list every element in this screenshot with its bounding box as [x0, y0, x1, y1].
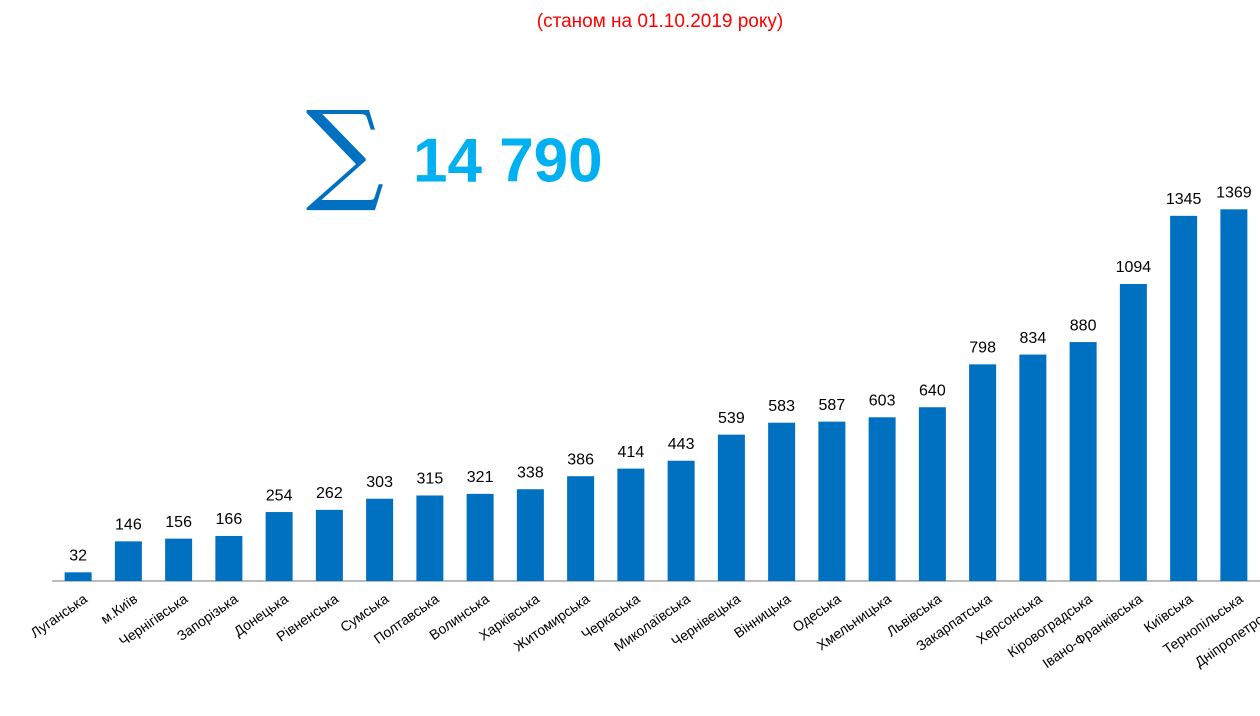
bar	[768, 422, 796, 581]
sigma-symbol: ∑	[306, 87, 385, 215]
x-tick-label: Вінницька	[731, 590, 794, 641]
bar	[64, 572, 92, 581]
bar	[1069, 342, 1097, 581]
value-label: 1094	[1116, 259, 1152, 276]
value-label: 303	[366, 474, 393, 491]
bar	[1119, 283, 1147, 581]
bar	[969, 364, 997, 581]
bar	[918, 407, 946, 581]
total-annotation: 14 790	[413, 126, 603, 195]
x-tick-label: м.Київ	[98, 590, 141, 627]
value-label: 603	[869, 393, 896, 410]
bar	[265, 512, 293, 581]
value-label: 254	[266, 487, 293, 504]
bar	[416, 495, 444, 581]
bar	[617, 468, 645, 581]
value-label: 166	[216, 511, 243, 528]
value-label: 262	[316, 485, 343, 502]
value-label: 1369	[1216, 185, 1252, 202]
value-label: 798	[969, 340, 996, 357]
bar	[717, 434, 745, 581]
value-label: 386	[567, 451, 594, 468]
value-label: 321	[467, 469, 494, 486]
value-label: 880	[1070, 317, 1097, 334]
bar	[366, 498, 394, 581]
value-label: 443	[668, 436, 695, 453]
x-tick-label: Луганська	[27, 590, 90, 641]
bar	[466, 493, 494, 581]
bar	[667, 460, 695, 581]
value-label: 539	[718, 410, 745, 427]
bar	[1019, 354, 1047, 581]
bar	[114, 541, 142, 581]
value-label: 640	[919, 382, 946, 399]
value-label: 315	[417, 471, 444, 488]
chart-subtitle: (станом на 01.10.2019 року)	[537, 11, 783, 32]
bar	[165, 538, 193, 581]
bar	[1220, 209, 1248, 581]
value-label: 146	[115, 517, 142, 534]
value-label: 32	[69, 548, 87, 565]
value-label: 1345	[1166, 191, 1202, 208]
bar	[567, 476, 595, 581]
value-label: 338	[517, 464, 544, 481]
value-label: 583	[768, 398, 795, 415]
bar	[1170, 215, 1198, 581]
bar	[315, 509, 343, 581]
value-label: 414	[618, 444, 645, 461]
bar	[516, 489, 544, 581]
bar	[868, 417, 896, 581]
bar	[818, 421, 846, 581]
value-label: 834	[1020, 330, 1047, 347]
value-label: 587	[819, 397, 846, 414]
value-label: 156	[165, 514, 192, 531]
bar	[215, 535, 243, 581]
